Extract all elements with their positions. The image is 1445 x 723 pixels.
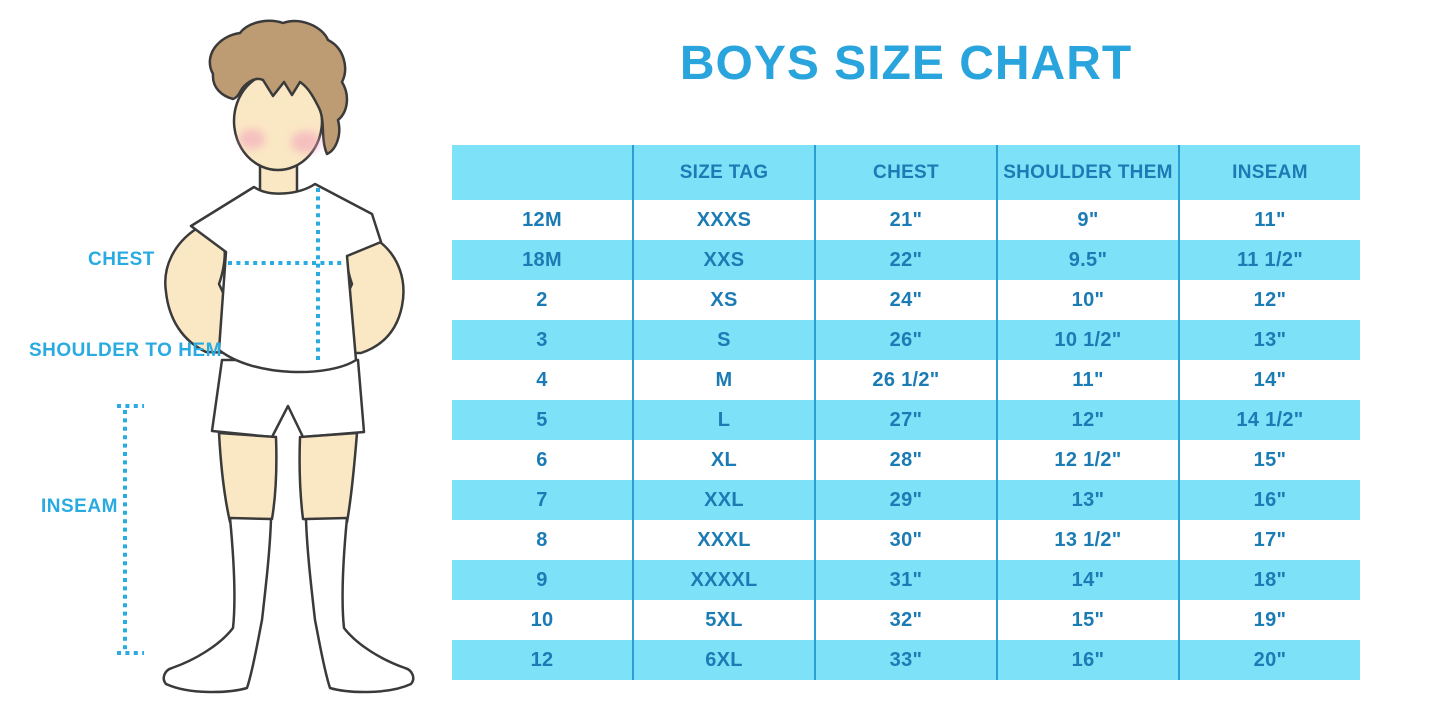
- table-header-row: SIZE TAG CHEST SHOULDER THEM INSEAM: [452, 145, 1360, 200]
- table-cell: 10 1/2": [996, 320, 1178, 360]
- table-cell: 13": [1178, 320, 1360, 360]
- table-cell: 31": [814, 560, 996, 600]
- right-sock: [304, 516, 415, 694]
- table-cell: 12": [996, 400, 1178, 440]
- table-cell: 4: [536, 368, 548, 391]
- table-row: 6 XL 28" 12 1/2" 15": [452, 440, 1360, 480]
- table-cell: 5XL: [632, 600, 814, 640]
- chest-label: CHEST: [88, 249, 155, 270]
- table-cell: 15": [1178, 440, 1360, 480]
- shoulder-to-hem-label: SHOULDER TO HEM: [29, 340, 222, 361]
- table-cell: 8: [536, 528, 548, 551]
- table-row: 9 XXXXL 31" 14" 18": [452, 560, 1360, 600]
- table-cell: 26 1/2": [814, 360, 996, 400]
- table-cell: 11": [996, 360, 1178, 400]
- table-cell: 12 1/2": [996, 440, 1178, 480]
- table-cell: 6XL: [632, 640, 814, 680]
- table-cell: 13 1/2": [996, 520, 1178, 560]
- table-cell: XS: [632, 280, 814, 320]
- table-cell: 20": [1178, 640, 1360, 680]
- table-cell: 11 1/2": [1178, 240, 1360, 280]
- table-cell: 19": [1178, 600, 1360, 640]
- table-cell: S: [632, 320, 814, 360]
- table-cell: 16": [996, 640, 1178, 680]
- table-cell: 13": [996, 480, 1178, 520]
- table-cell: 22": [814, 240, 996, 280]
- table-cell: L: [632, 400, 814, 440]
- table-cell: 24": [814, 280, 996, 320]
- table-cell: 18": [1178, 560, 1360, 600]
- table-row: 18M XXS 22" 9.5" 11 1/2": [452, 240, 1360, 280]
- table-cell: CHEST: [814, 145, 996, 200]
- table-cell: 2: [536, 288, 548, 311]
- table-cell: SHOULDER THEM: [996, 145, 1178, 200]
- table-row: 5 L 27" 12" 14 1/2": [452, 400, 1360, 440]
- table-cell: 9: [536, 568, 548, 591]
- table-cell: 9.5": [996, 240, 1178, 280]
- left-leg: [217, 431, 278, 524]
- table-cell: 28": [814, 440, 996, 480]
- table-row: 3 S 26" 10 1/2" 13": [452, 320, 1360, 360]
- table-cell: 11": [1178, 200, 1360, 240]
- table-cell: 30": [814, 520, 996, 560]
- table-cell: 15": [996, 600, 1178, 640]
- table-cell: 3: [536, 328, 548, 351]
- table-row: 8 XXXL 30" 13 1/2" 17": [452, 520, 1360, 560]
- table-cell: 18M: [522, 248, 562, 271]
- table-cell: 14": [996, 560, 1178, 600]
- table-row: 12 6XL 33" 16" 20": [452, 640, 1360, 680]
- table-cell: 12": [1178, 280, 1360, 320]
- table-cell: 14 1/2": [1178, 400, 1360, 440]
- table-cell: XXXS: [632, 200, 814, 240]
- table-row: 10 5XL 32" 15" 19": [452, 600, 1360, 640]
- left-arm: [164, 227, 235, 355]
- table-cell: M: [632, 360, 814, 400]
- table-cell: 26": [814, 320, 996, 360]
- boy-illustration: [117, 19, 415, 694]
- size-table: SIZE TAG CHEST SHOULDER THEM INSEAM 12M XXXS 2…: [452, 145, 1360, 680]
- table-cell: 14": [1178, 360, 1360, 400]
- inseam-label: INSEAM: [41, 496, 118, 517]
- table-cell: 16": [1178, 480, 1360, 520]
- right-leg: [298, 431, 359, 524]
- table-cell: 12M: [522, 208, 562, 231]
- table-cell: XXXXL: [632, 560, 814, 600]
- table-cell: XL: [632, 440, 814, 480]
- table-cell: 21": [814, 200, 996, 240]
- table-cell: XXXL: [632, 520, 814, 560]
- table-cell: 33": [814, 640, 996, 680]
- table-cell: SIZE TAG: [632, 145, 814, 200]
- table-cell: INSEAM: [1178, 145, 1360, 200]
- table-cell: 32": [814, 600, 996, 640]
- table-row: 2 XS 24" 10" 12": [452, 280, 1360, 320]
- shirt: [189, 182, 383, 374]
- hair: [208, 19, 349, 156]
- table-row: 12M XXXS 21" 9" 11": [452, 200, 1360, 240]
- cheeks: [239, 129, 321, 153]
- table-cell: 17": [1178, 520, 1360, 560]
- table-cell: 29": [814, 480, 996, 520]
- table-cell: [452, 145, 632, 200]
- table-cell: 10: [530, 608, 554, 631]
- table-cell: XXL: [632, 480, 814, 520]
- table-cell: 27": [814, 400, 996, 440]
- table-cell: 7: [536, 488, 548, 511]
- table-cell: 12: [530, 648, 554, 671]
- table-row: 4 M 26 1/2" 11" 14": [452, 360, 1360, 400]
- table-cell: 5: [536, 408, 548, 431]
- table-row: 7 XXL 29" 13" 16": [452, 480, 1360, 520]
- left-sock: [162, 516, 273, 694]
- table-cell: 9": [996, 200, 1178, 240]
- page-title: BOYS SIZE CHART: [679, 37, 1133, 90]
- table-cell: XXS: [632, 240, 814, 280]
- inseam-measure-line: [117, 404, 144, 655]
- table-cell: 6: [536, 448, 548, 471]
- table-cell: 10": [996, 280, 1178, 320]
